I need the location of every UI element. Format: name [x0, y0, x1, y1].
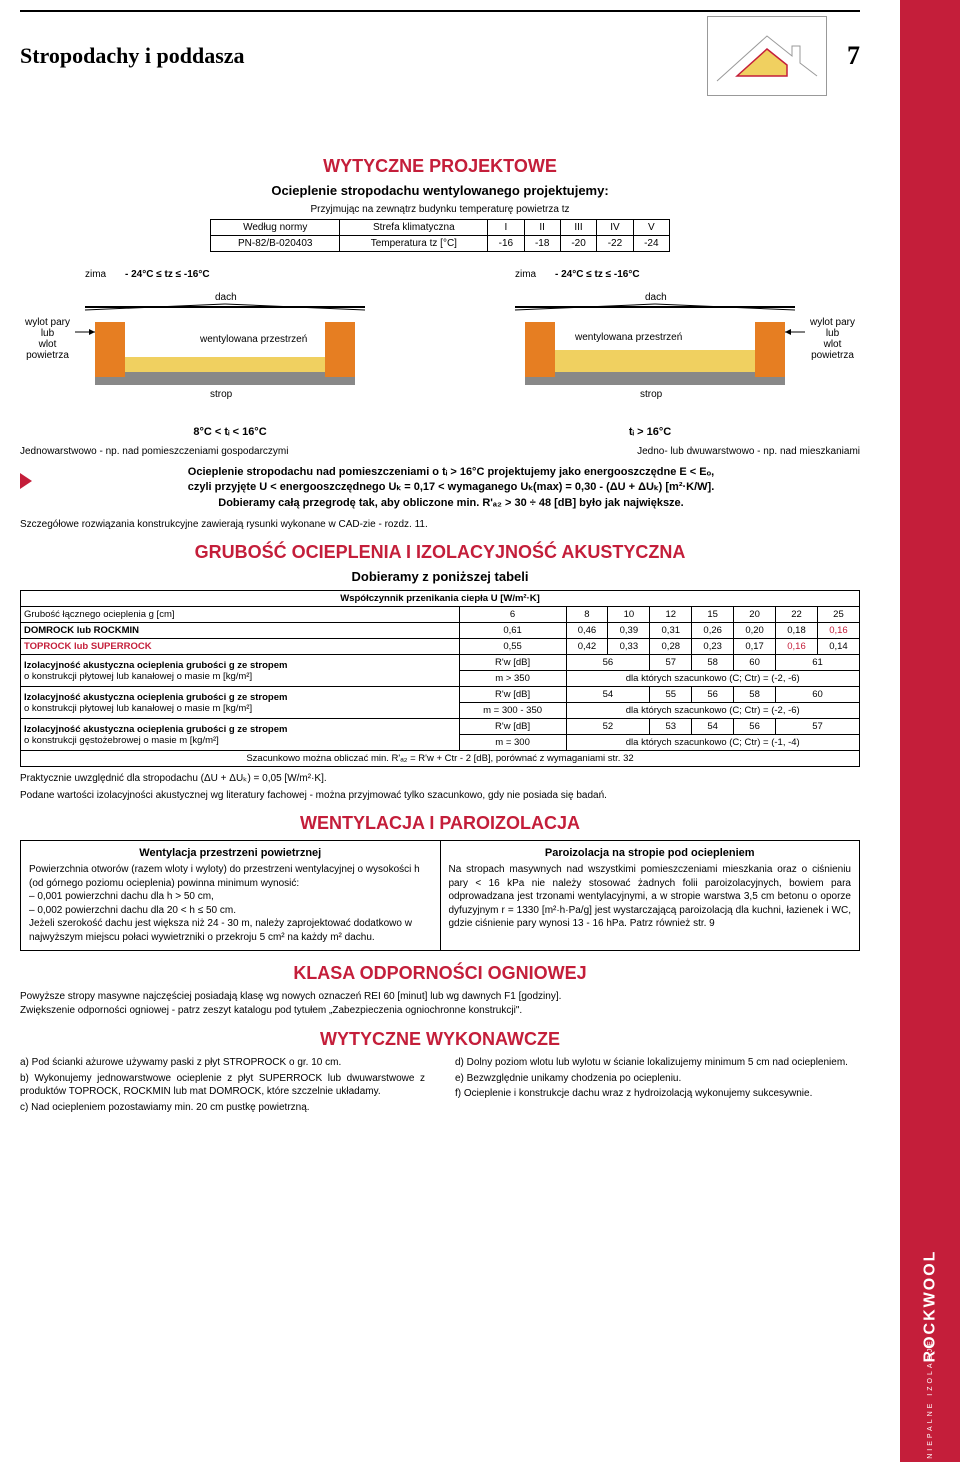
svg-text:strop: strop	[210, 389, 233, 400]
norm-r2c2: Temperatura tz [°C]	[340, 236, 488, 252]
section-grubosc-title: GRUBOŚĆ OCIEPLENIA I IZOLACYJNOŚĆ AKUSTY…	[20, 542, 860, 563]
section-vent-title: WENTYLACJA I PAROIZOLACJA	[20, 813, 860, 834]
after-table-1: Praktycznie uwzględnić dla stropodachu (…	[20, 773, 860, 784]
vent-paro-cols: Wentylacja przestrzeni powietrznej Powie…	[20, 840, 860, 951]
vent-right-title: Paroizolacja na stropie pod ociepleniem	[449, 847, 852, 859]
vent-left-title: Wentylacja przestrzeni powietrznej	[29, 847, 432, 859]
cad-note: Szczegółowe rozwiązania konstrukcyjne za…	[20, 519, 860, 530]
vent-right-body: Na stropach masywnych nad wszystkimi pom…	[449, 863, 852, 931]
vent-left-body: Powierzchnia otworów (razem wloty i wylo…	[29, 863, 432, 944]
exec-f: f) Ocieplenie i konstrukcje dachu wraz z…	[455, 1087, 860, 1101]
exec-d: d) Dolny poziom wlotu lub wylotu w ścian…	[455, 1056, 860, 1070]
thickness-table: Współczynnik przenikania ciepła U [W/m²·…	[20, 590, 860, 767]
svg-text:- 24°C ≤ tz ≤ -16°C: - 24°C ≤ tz ≤ -16°C	[125, 269, 210, 280]
norm-table: Według normy Strefa klimatyczna I II III…	[210, 219, 670, 252]
header-roof-icon	[707, 16, 827, 96]
exec-e: e) Bezwzględnie unikamy chodzenia po oci…	[455, 1072, 860, 1086]
svg-text:zima: zima	[515, 269, 537, 280]
exec-a: a) Pod ścianki ażurowe używamy paski z p…	[20, 1056, 425, 1070]
norm-r1c1: Według normy	[211, 220, 340, 236]
svg-text:strop: strop	[640, 389, 663, 400]
diagram-row: zima - 24°C ≤ tz ≤ -16°C dach wentylowan…	[20, 262, 860, 412]
brand-tagline: NIEPALNE IZOLACJE	[927, 1338, 934, 1459]
norm-r2c1: PN-82/B-020403	[211, 236, 340, 252]
section-grubosc-sub: Dobieramy z poniższej tabeli	[20, 569, 860, 584]
diagram-left: zima - 24°C ≤ tz ≤ -16°C dach wentylowan…	[20, 262, 430, 412]
page-number: 7	[847, 41, 860, 71]
brand-strip: ROCKWOOL NIEPALNE IZOLACJE	[900, 0, 960, 1462]
section-exec-title: WYTYCZNE WYKONAWCZE	[20, 1029, 860, 1050]
section-projektowe-sub: Ocieplenie stropodachu wentylowanego pro…	[20, 183, 860, 198]
svg-text:wentylowana przestrzeń: wentylowana przestrzeń	[574, 332, 682, 343]
note-row: Jednowarstwowo - np. nad pomieszczeniami…	[20, 446, 860, 457]
svg-text:dach: dach	[645, 292, 667, 303]
svg-text:dach: dach	[215, 292, 237, 303]
wylot-left: wylot pary lub wlot powietrza	[20, 317, 75, 361]
section-fire-title: KLASA ODPORNOŚCI OGNIOWEJ	[20, 963, 860, 984]
page-header: Stropodachy i poddasza 7	[20, 10, 860, 96]
svg-text:wentylowana przestrzeń: wentylowana przestrzeń	[199, 334, 307, 345]
exec-b: b) Wykonujemy jednowarstwowe ocieplenie …	[20, 1072, 425, 1099]
section-projektowe-title: WYTYCZNE PROJEKTOWE	[20, 156, 860, 177]
exec-c: c) Nad ociepleniem pozostawiamy min. 20 …	[20, 1101, 425, 1115]
svg-text:- 24°C ≤ tz ≤ -16°C: - 24°C ≤ tz ≤ -16°C	[555, 269, 640, 280]
wylot-right: wylot pary lub wlot powietrza	[805, 317, 860, 361]
diagram-right: zima - 24°C ≤ tz ≤ -16°C dach wentylowan…	[450, 262, 860, 412]
cond-row: 8°C < tᵢ < 16°C tᵢ > 16°C	[20, 422, 860, 442]
tz-line: Przyjmując na zewnątrz budynku temperatu…	[20, 204, 860, 215]
doc-title: Stropodachy i poddasza	[20, 43, 245, 69]
norm-r1c2: Strefa klimatyczna	[340, 220, 488, 236]
design-rule: Ocieplenie stropodachu nad pomieszczenia…	[20, 465, 860, 511]
svg-text:zima: zima	[85, 269, 107, 280]
triangle-marker-icon	[20, 473, 32, 489]
after-table-2: Podane wartości izolacyjności akustyczne…	[20, 790, 860, 801]
fire-body: Powyższe stropy masywne najczęściej posi…	[20, 990, 860, 1017]
exec-cols: a) Pod ścianki ażurowe używamy paski z p…	[20, 1056, 860, 1116]
